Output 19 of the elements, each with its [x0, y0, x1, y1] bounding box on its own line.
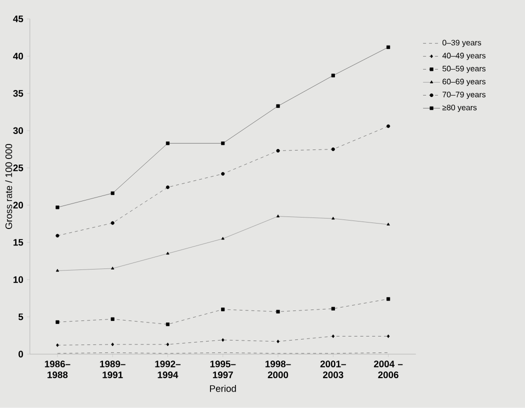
x-tick-label: 1992– 1994 [155, 360, 181, 378]
y-axis-title: Gross rate / 100 000 [5, 144, 12, 230]
x-tick-label: 1989– 1991 [100, 360, 126, 378]
y-tick-label: 30 [13, 127, 24, 134]
x-tick-label: 2004 – 2006 [374, 360, 403, 378]
x-tick-label: 2001– 2003 [320, 360, 346, 378]
y-tick-label: 10 [14, 276, 24, 284]
x-axis-title: Period [210, 385, 236, 392]
x-tick-label: 1995– 1997 [210, 360, 236, 378]
y-tick-label: 5 [18, 314, 24, 320]
y-tick-label: 15 [14, 239, 24, 246]
y-tick-label: 35 [13, 90, 24, 97]
y-tick-label: 20 [13, 202, 24, 209]
x-tick-label: 1998– 2000 [266, 360, 291, 378]
y-tick-label: 25 [13, 164, 24, 172]
y-tick-label: 40 [13, 52, 24, 60]
y-tick-label: 0 [18, 350, 24, 358]
x-tick-label: 1986– 1988 [44, 360, 70, 378]
y-tick-label: 45 [13, 16, 24, 22]
